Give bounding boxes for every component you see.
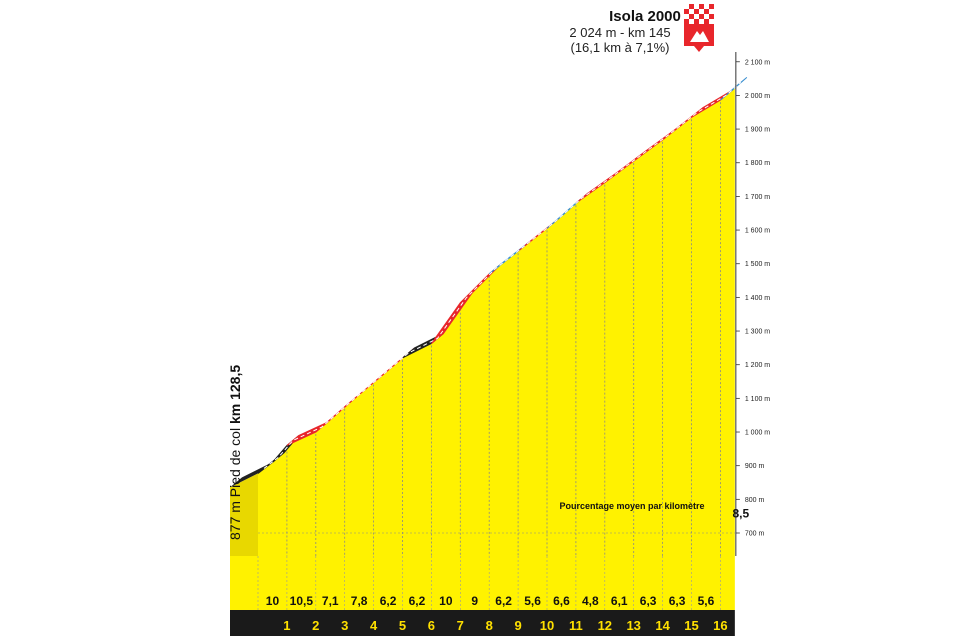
altitude-tick-label: 700 m bbox=[745, 531, 765, 538]
flag-check bbox=[709, 19, 714, 24]
km-label: 8 bbox=[486, 618, 493, 633]
summit-altitude-km: 2 024 m - km 145 bbox=[569, 25, 670, 40]
flag-check bbox=[689, 19, 694, 24]
start-label-km: km 128,5 bbox=[227, 365, 243, 424]
gradient-label: 6,2 bbox=[495, 594, 512, 608]
altitude-axis: 700 m 800 m 900 m 1 000 m 1 100 m 1 200 m 1 30… bbox=[735, 52, 770, 556]
profile-front-face bbox=[258, 87, 735, 556]
km-label: 1 bbox=[283, 618, 290, 633]
road-centre-line bbox=[263, 81, 742, 469]
km-label: 12 bbox=[598, 618, 612, 633]
gradient-label: 9 bbox=[471, 594, 478, 608]
altitude-tick-label: 1 500 m bbox=[745, 261, 770, 268]
flag-check bbox=[704, 4, 709, 9]
gradient-label: 7,1 bbox=[322, 594, 339, 608]
altitude-tick-label: 1 000 m bbox=[745, 430, 770, 437]
legend-text: Pourcentage moyen par kilomètre bbox=[559, 501, 704, 511]
gradient-label: 6,3 bbox=[669, 594, 686, 608]
km-label: 14 bbox=[655, 618, 670, 633]
km-label: 6 bbox=[428, 618, 435, 633]
gradient-label: 8,5 bbox=[733, 506, 750, 520]
km-label: 16 bbox=[713, 618, 727, 633]
altitude-tick-label: 1 200 m bbox=[745, 362, 770, 369]
gradient-label: 6,3 bbox=[640, 594, 657, 608]
start-label-prefix: 877 m Pied de col bbox=[227, 424, 243, 540]
flag-check bbox=[694, 4, 699, 9]
altitude-tick-label: 1 700 m bbox=[745, 194, 770, 201]
altitude-tick-label: 2 100 m bbox=[745, 59, 770, 66]
flag-check bbox=[709, 9, 714, 14]
gradient-label: 5,6 bbox=[524, 594, 541, 608]
km-label: 10 bbox=[540, 618, 554, 633]
flag-checks bbox=[684, 4, 714, 24]
altitude-tick-label: 2 000 m bbox=[745, 93, 770, 100]
labels-group: 10 10,5 7,1 7,8 6,2 6,2 10 9 6,2 5,6 6,6 4,8 6,1 6,3 6… bbox=[266, 506, 750, 633]
flag-check bbox=[704, 14, 709, 19]
altitude-tick-label: 1 300 m bbox=[745, 329, 770, 336]
flag-check bbox=[684, 4, 689, 9]
km-label: 9 bbox=[514, 618, 521, 633]
gradient-label: 6,2 bbox=[380, 594, 397, 608]
base-strip-group bbox=[230, 556, 735, 636]
flag-pointer bbox=[694, 46, 704, 52]
flag-check bbox=[699, 19, 704, 24]
summit-length-gradient: (16,1 km à 7,1%) bbox=[571, 40, 670, 55]
road-line-group bbox=[230, 76, 748, 488]
flag-check bbox=[689, 9, 694, 14]
km-label: 5 bbox=[399, 618, 406, 633]
gradient-label: 10 bbox=[439, 594, 453, 608]
summit-name: Isola 2000 bbox=[609, 8, 681, 25]
gradient-label: 7,8 bbox=[351, 594, 368, 608]
profile-area-group bbox=[230, 87, 735, 556]
gradient-label: 6,6 bbox=[553, 594, 570, 608]
altitude-tick-label: 1 400 m bbox=[745, 295, 770, 302]
start-label: 877 m Pied de col km 128,5 bbox=[227, 365, 243, 540]
gradient-label: 5,6 bbox=[698, 594, 715, 608]
gradient-label: 6,2 bbox=[409, 594, 426, 608]
gradient-label: 6,1 bbox=[611, 594, 628, 608]
km-label: 13 bbox=[626, 618, 640, 633]
km-label: 15 bbox=[684, 618, 698, 633]
profile-side-face bbox=[230, 473, 258, 556]
mountain-icon bbox=[690, 31, 709, 42]
flag-check bbox=[684, 14, 689, 19]
gradient-label: 10,5 bbox=[290, 594, 314, 608]
km-label: 11 bbox=[569, 618, 583, 633]
gradient-strip bbox=[230, 556, 735, 610]
km-label: 2 bbox=[312, 618, 319, 633]
altitude-tick-label: 1 900 m bbox=[745, 127, 770, 134]
summit-flag bbox=[684, 4, 714, 52]
gradient-label: 10 bbox=[266, 594, 280, 608]
altitude-tick-label: 1 600 m bbox=[745, 228, 770, 235]
altitude-tick-label: 1 100 m bbox=[745, 396, 770, 403]
km-label: 4 bbox=[370, 618, 378, 633]
km-label: 7 bbox=[457, 618, 464, 633]
altitude-tick-label: 1 800 m bbox=[745, 160, 770, 167]
km-strip bbox=[230, 610, 735, 636]
altitude-tick-label: 800 m bbox=[745, 497, 765, 504]
km-label: 3 bbox=[341, 618, 348, 633]
road-start-edge bbox=[230, 463, 270, 488]
km-grid-group bbox=[258, 102, 735, 556]
gradient-label: 4,8 bbox=[582, 594, 599, 608]
flag-check bbox=[699, 9, 704, 14]
flag-check bbox=[694, 14, 699, 19]
altitude-tick-label: 900 m bbox=[745, 463, 765, 470]
